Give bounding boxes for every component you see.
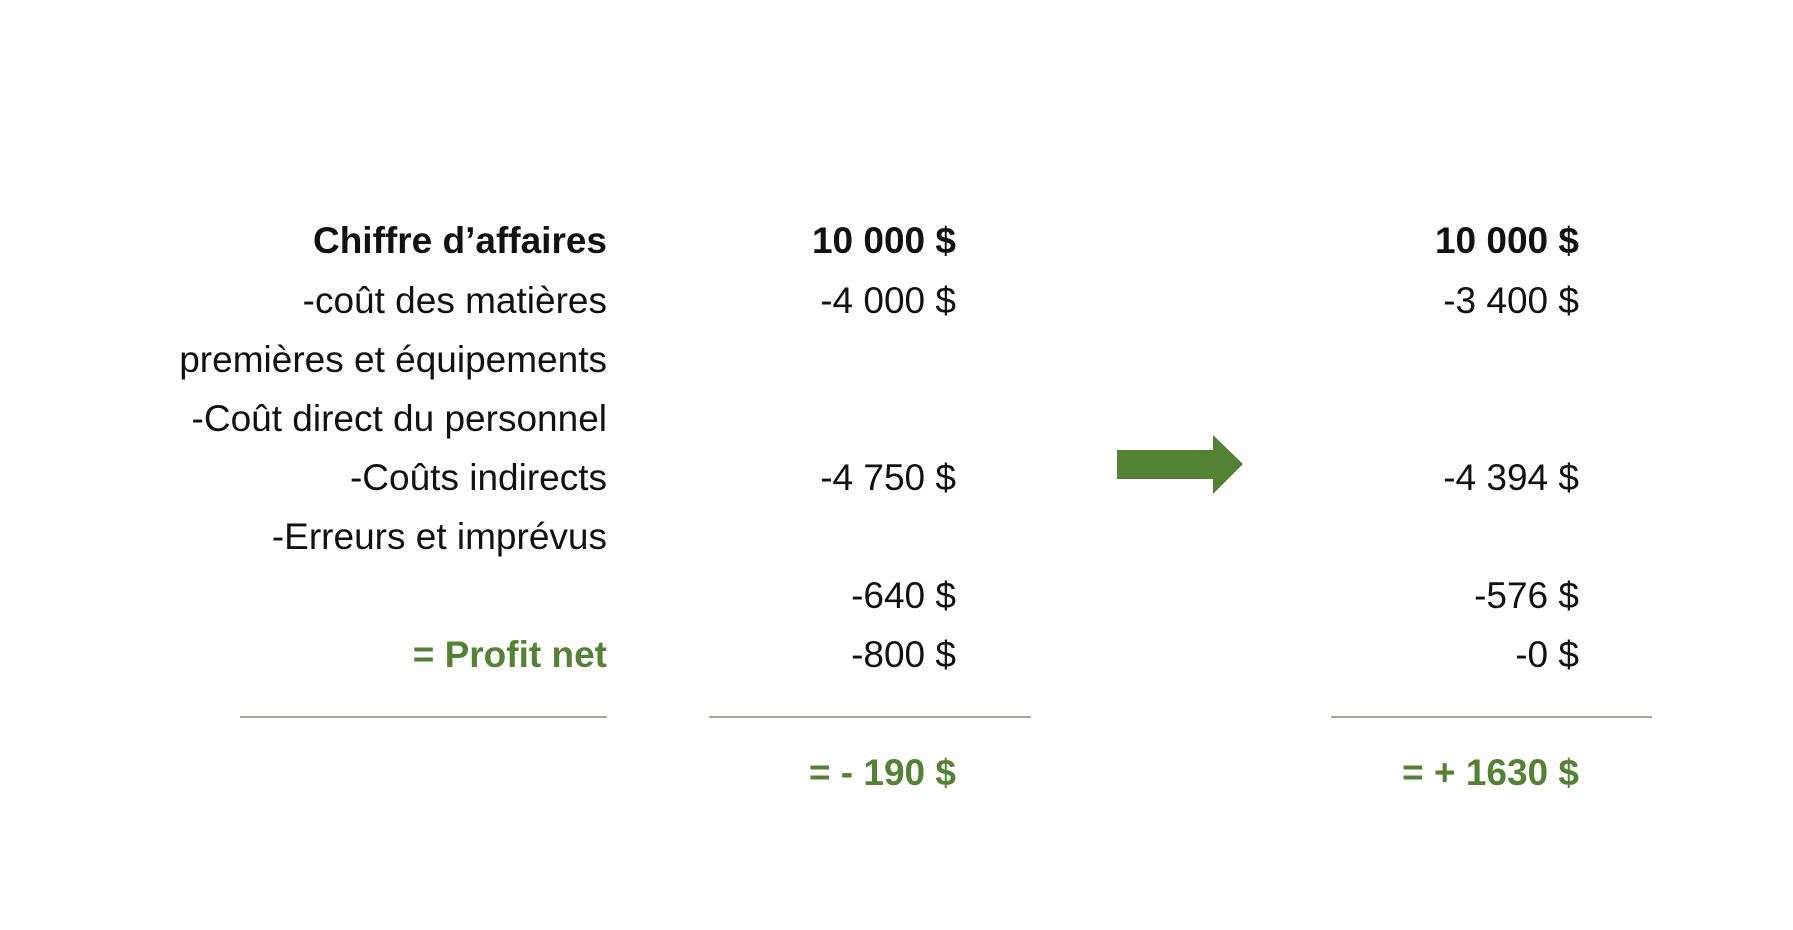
label-materials-cont: premières et équipements (179, 339, 607, 380)
divider-labels (240, 716, 607, 718)
before-total: = - 190 $ (808, 752, 956, 793)
label-revenue: Chiffre d’affaires (312, 220, 607, 261)
label-materials: -coût des matières (302, 280, 607, 321)
after-materials: -3 400 $ (1443, 280, 1579, 321)
label-net-profit: = Profit net (412, 634, 607, 675)
label-indirect: -Coûts indirects (349, 457, 607, 498)
after-line5: -0 $ (1515, 634, 1579, 675)
after-indirect: -4 394 $ (1443, 457, 1579, 498)
arrow-right-icon (1117, 435, 1243, 494)
after-total: = + 1630 $ (1402, 752, 1579, 793)
divider-before (709, 716, 1031, 718)
divider-after (1331, 716, 1652, 718)
before-indirect: -4 750 $ (820, 457, 956, 498)
after-revenue: 10 000 $ (1434, 220, 1579, 261)
after-errors: -576 $ (1474, 575, 1579, 616)
before-errors: -640 $ (851, 575, 956, 616)
label-direct-personnel: -Coût direct du personnel (191, 398, 607, 439)
before-materials: -4 000 $ (820, 280, 956, 321)
before-revenue: 10 000 $ (811, 220, 956, 261)
label-errors: -Erreurs et imprévus (271, 516, 607, 557)
before-line5: -800 $ (851, 634, 956, 675)
